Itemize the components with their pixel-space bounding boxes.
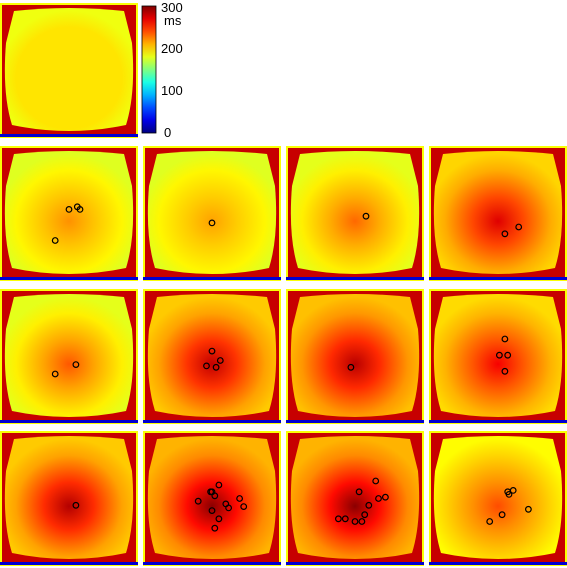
baseline-strip: [143, 277, 281, 280]
recording-site-marker: [341, 515, 349, 523]
recording-site-marker: [351, 518, 359, 525]
recording-site-marker: [215, 481, 223, 489]
recording-site-marker: [215, 515, 223, 523]
ventricle-map: [433, 436, 563, 559]
recording-site-marker: [335, 515, 342, 523]
colorbar-tick-200: 200: [161, 41, 183, 56]
recording-site-marker: [51, 237, 59, 244]
baseline-strip: [286, 277, 424, 280]
baseline-strip: [143, 420, 281, 423]
recording-site-marker: [365, 501, 373, 509]
map-panel: [286, 146, 424, 281]
recording-site-marker: [358, 518, 366, 525]
map-panel: [0, 431, 138, 566]
recording-site-marker: [208, 347, 216, 355]
recording-site-marker: [216, 357, 224, 364]
recording-site-marker: [355, 488, 363, 496]
recording-site-marker: [240, 503, 248, 510]
ventricle-map: [290, 151, 420, 274]
recording-site-marker: [361, 511, 369, 519]
ventricle-map: [433, 151, 563, 274]
map-panel: [143, 146, 281, 281]
recording-site-marker: [505, 491, 513, 498]
recording-site-marker: [524, 505, 532, 513]
map-panel: [0, 289, 138, 424]
recording-site-marker: [362, 212, 370, 220]
recording-site-marker: [504, 351, 512, 359]
recording-site-marker: [72, 361, 80, 368]
recording-site-marker: [381, 493, 389, 501]
baseline-strip: [0, 562, 138, 565]
baseline-strip: [143, 562, 281, 565]
colorbar-gradient: [141, 5, 157, 134]
recording-site-marker: [203, 362, 210, 370]
recording-site-marker: [211, 524, 219, 532]
recording-site-marker: [347, 363, 355, 371]
baseline-strip: [429, 420, 567, 423]
recording-site-marker: [208, 507, 216, 514]
recording-site-marker: [236, 495, 243, 502]
ventricle-map: [147, 151, 277, 274]
map-panel: [429, 146, 567, 281]
ventricle-map: [4, 294, 134, 417]
map-panel: [286, 289, 424, 424]
recording-site-marker: [225, 504, 232, 512]
ventricle-map: [290, 436, 420, 559]
colorbar-unit: ms: [164, 13, 182, 28]
recording-site-marker: [65, 206, 73, 213]
map-panel: [429, 431, 567, 566]
recording-site-marker: [501, 230, 509, 238]
recording-site-marker: [208, 219, 216, 227]
ventricle-map: [4, 8, 134, 131]
baseline-strip: [0, 420, 138, 423]
colorbar-tick-0: 0: [164, 125, 172, 140]
recording-site-marker: [501, 335, 509, 343]
recording-site-marker: [51, 370, 59, 378]
recording-site-marker: [73, 203, 81, 211]
baseline-strip: [429, 562, 567, 565]
recording-site-marker: [515, 223, 523, 231]
recording-site-marker: [498, 511, 506, 519]
recording-site-marker: [211, 492, 219, 500]
baseline-strip: [286, 562, 424, 565]
ventricle-map: [4, 436, 134, 559]
recording-site-marker: [212, 363, 220, 371]
recording-site-marker: [509, 487, 517, 494]
baseline-strip: [0, 277, 138, 280]
recording-site-marker: [72, 501, 80, 509]
map-panel: [286, 431, 424, 566]
map-panel: [0, 3, 138, 138]
panel-grid: [0, 3, 567, 566]
ventricle-map: [290, 294, 420, 417]
baseline-strip: [286, 420, 424, 423]
map-panel: [143, 289, 281, 424]
recording-site-marker: [486, 518, 494, 525]
colorbar: [141, 5, 157, 134]
recording-site-marker: [207, 488, 214, 496]
recording-site-marker: [495, 351, 503, 359]
recording-site-marker: [501, 367, 509, 375]
colorbar-tick-300: 300: [161, 0, 183, 15]
recording-site-marker: [375, 495, 382, 502]
map-panel: [143, 431, 281, 566]
baseline-strip: [0, 134, 138, 137]
recording-site-marker: [372, 477, 380, 485]
ventricle-map: [147, 294, 277, 417]
ventricle-map: [433, 294, 563, 417]
colorbar-tick-100: 100: [161, 83, 183, 98]
map-panel: [429, 289, 567, 424]
recording-site-marker: [194, 497, 202, 505]
map-panel: [0, 146, 138, 281]
baseline-strip: [429, 277, 567, 280]
